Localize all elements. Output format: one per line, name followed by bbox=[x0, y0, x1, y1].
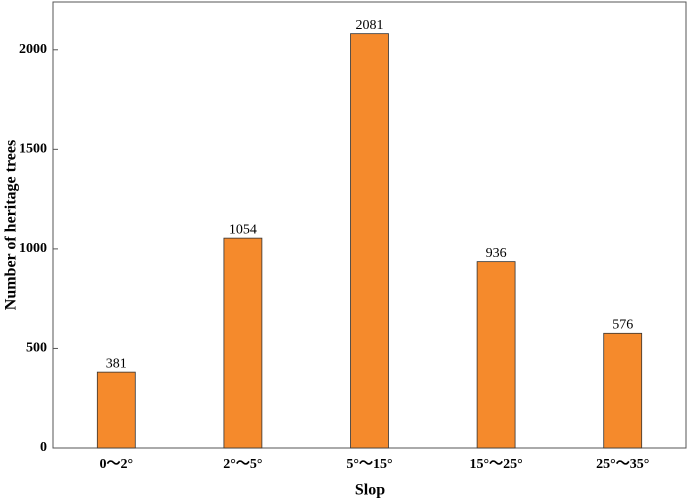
x-tick-label: 5°～15° bbox=[346, 457, 392, 472]
bar bbox=[476, 261, 516, 449]
value-label: 381 bbox=[106, 356, 127, 371]
x-tick-label: 25°～35° bbox=[596, 457, 649, 472]
x-tick-label: 0～2° bbox=[99, 457, 133, 472]
y-tick-label: 1000 bbox=[19, 241, 47, 256]
x-axis-label: Slop bbox=[355, 482, 385, 499]
bar bbox=[223, 237, 263, 449]
y-axis-label: Number of heritage trees bbox=[3, 140, 20, 310]
value-label: 2081 bbox=[356, 18, 384, 33]
y-tick-label: 0 bbox=[40, 440, 47, 455]
bar bbox=[603, 332, 643, 449]
bar bbox=[350, 33, 389, 449]
y-tick-label: 2000 bbox=[19, 42, 47, 57]
x-tick-label: 15°～25° bbox=[469, 457, 522, 472]
x-tick-label: 2°～5° bbox=[223, 457, 262, 472]
y-tick-label: 500 bbox=[26, 341, 47, 356]
y-tick-label: 1500 bbox=[19, 142, 47, 157]
value-label: 936 bbox=[486, 246, 507, 261]
value-label: 576 bbox=[612, 318, 633, 333]
bar bbox=[96, 371, 136, 449]
value-label: 1054 bbox=[229, 222, 257, 237]
